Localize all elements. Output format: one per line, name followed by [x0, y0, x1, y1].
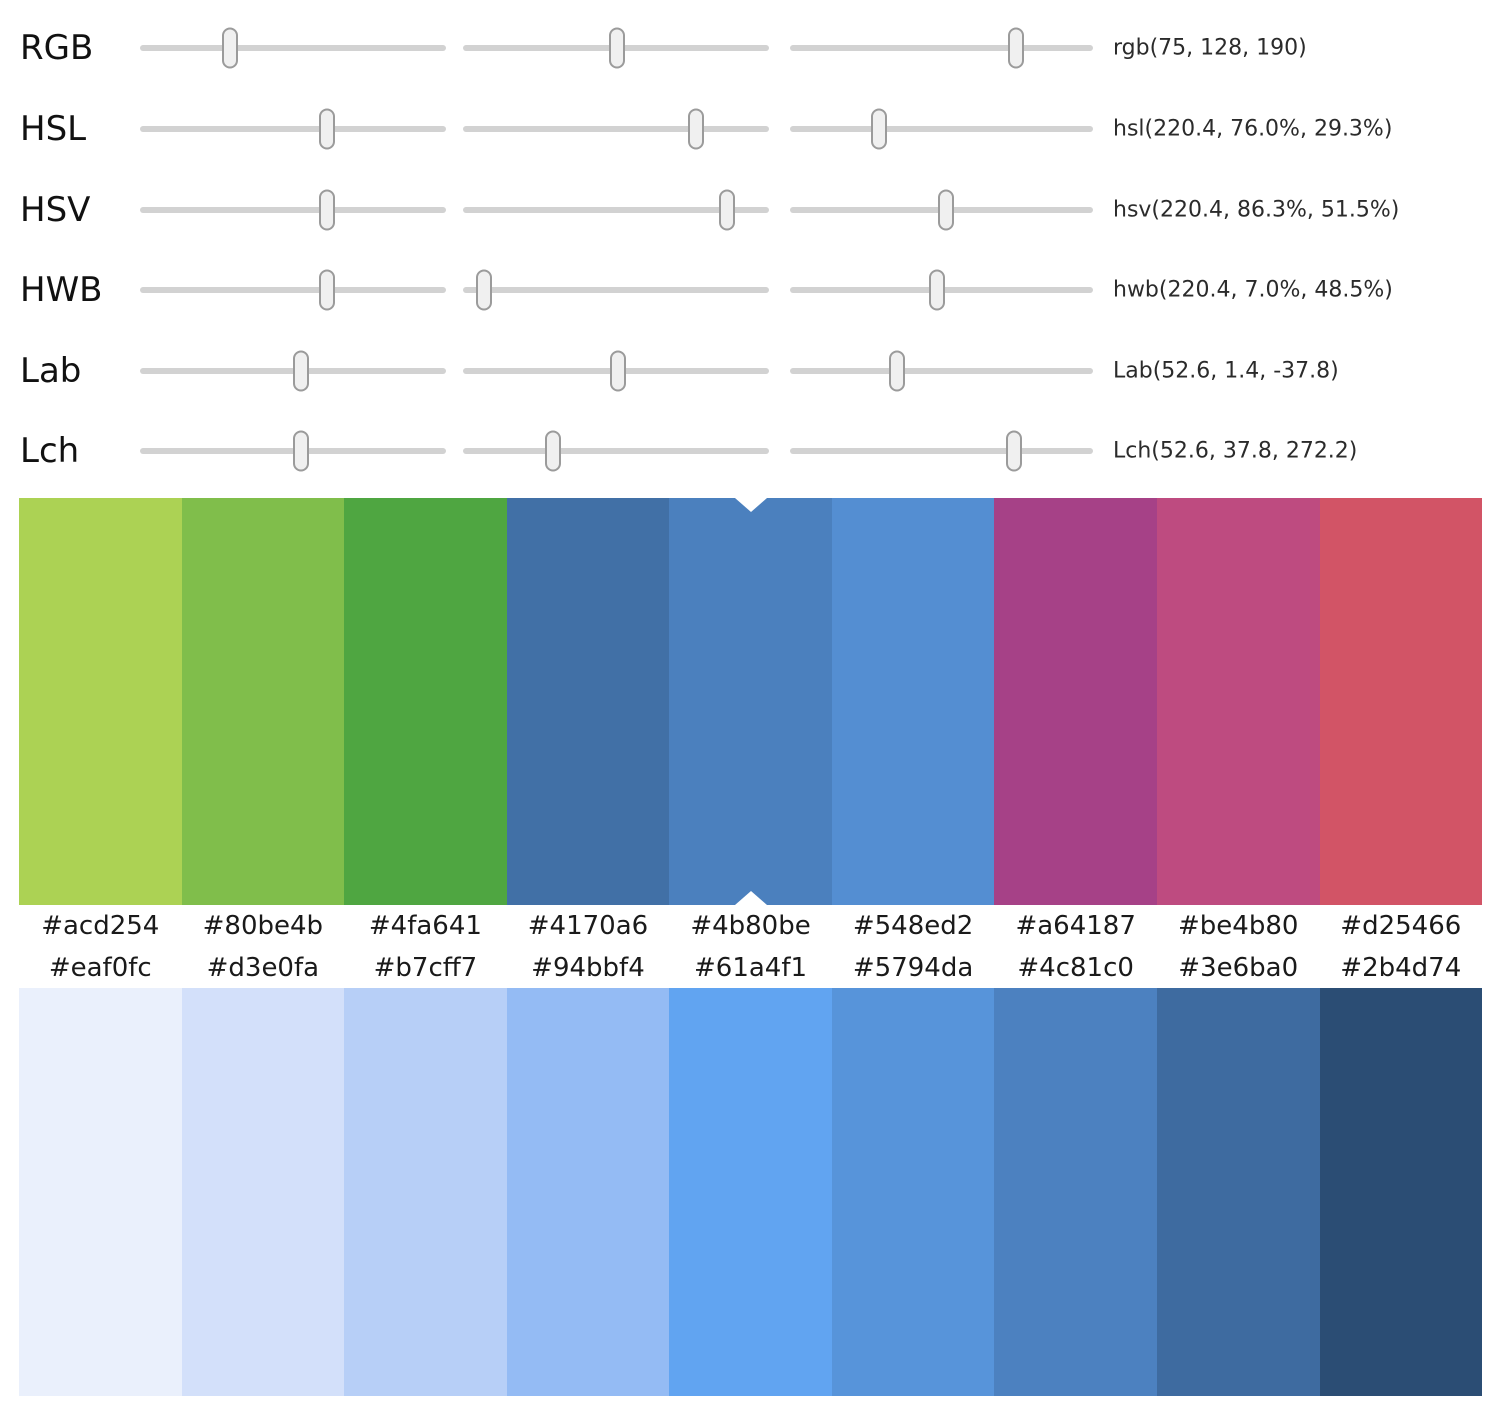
palette-swatch[interactable]	[19, 498, 182, 905]
slider-track-lab-a[interactable]	[463, 350, 769, 392]
hex-labels-tints-shades: #eaf0fc #d3e0fa #b7cff7 #94bbf4 #61a4f1 …	[19, 948, 1482, 988]
slider-track-hwb-h[interactable]	[140, 269, 446, 311]
slider-thumb-hsv-s[interactable]	[719, 189, 736, 231]
hex-label: #d3e0fa	[206, 953, 320, 983]
palette-swatch[interactable]	[506, 498, 670, 905]
hex-label: #80be4b	[202, 911, 324, 941]
palette-swatch[interactable]	[994, 498, 1157, 905]
slider-thumb-hsv-v[interactable]	[938, 189, 955, 231]
slider-track-lab-b[interactable]	[790, 350, 1093, 392]
slider-track-lch-c[interactable]	[463, 430, 769, 472]
hex-label: #94bbf4	[531, 953, 645, 983]
palette-swatch[interactable]	[1156, 498, 1320, 905]
slider-value-lch: Lch(52.6, 37.8, 272.2)	[1113, 438, 1358, 464]
palette-swatch[interactable]	[831, 498, 995, 905]
hex-label: #eaf0fc	[48, 953, 152, 983]
slider-thumb-hwb-b[interactable]	[928, 269, 945, 311]
hex-label: #d25466	[1340, 911, 1462, 941]
selected-swatch-marker-bottom-icon	[735, 891, 767, 905]
slider-thumb-lch-h[interactable]	[1006, 430, 1023, 472]
slider-thumb-hsl-l[interactable]	[870, 108, 887, 150]
palette-tints-shades	[19, 988, 1483, 1396]
hex-labels-hue-variations: #acd254 #80be4b #4fa641 #4170a6 #4b80be …	[19, 905, 1482, 948]
slider-thumb-hsl-h[interactable]	[319, 108, 336, 150]
selected-swatch-marker-top-icon	[735, 498, 767, 512]
colorspace-label-hwb: HWB	[20, 270, 103, 310]
colorspace-label-rgb: RGB	[20, 28, 94, 68]
slider-thumb-lab-l[interactable]	[292, 350, 309, 392]
hex-label: #be4b80	[1178, 911, 1299, 941]
slider-thumb-lch-c[interactable]	[545, 430, 562, 472]
slider-value-lab: Lab(52.6, 1.4, -37.8)	[1113, 358, 1339, 384]
palette-swatch[interactable]	[19, 988, 182, 1396]
colorspace-label-hsv: HSV	[20, 190, 91, 230]
colorspace-label-lch: Lch	[20, 431, 80, 471]
slider-track-lch-l[interactable]	[140, 430, 446, 472]
slider-thumb-lch-l[interactable]	[292, 430, 309, 472]
hex-label: #548ed2	[852, 911, 974, 941]
slider-track-rgb-g[interactable]	[463, 27, 769, 69]
palette-swatch[interactable]	[506, 988, 670, 1396]
slider-track-lch-h[interactable]	[790, 430, 1093, 472]
slider-track-rgb-r[interactable]	[140, 27, 446, 69]
palette-swatch[interactable]	[831, 988, 995, 1396]
palette-swatch[interactable]	[181, 498, 345, 905]
slider-value-rgb: rgb(75, 128, 190)	[1113, 35, 1307, 61]
slider-value-hsv: hsv(220.4, 86.3%, 51.5%)	[1113, 197, 1400, 223]
palette-swatch[interactable]	[1319, 988, 1483, 1396]
palette-swatch[interactable]	[344, 988, 507, 1396]
hex-label: #acd254	[41, 911, 160, 941]
palette-swatch[interactable]	[1156, 988, 1320, 1396]
slider-track-hwb-b[interactable]	[790, 269, 1093, 311]
slider-value-hwb: hwb(220.4, 7.0%, 48.5%)	[1113, 277, 1393, 303]
slider-track-hsv-s[interactable]	[463, 189, 769, 231]
palette-swatch-selected[interactable]	[669, 498, 832, 905]
slider-track-hsl-l[interactable]	[790, 108, 1093, 150]
slider-thumb-hsl-s[interactable]	[687, 108, 704, 150]
slider-track-lab-l[interactable]	[140, 350, 446, 392]
hex-label: #3e6ba0	[1178, 953, 1299, 983]
hex-label: #4c81c0	[1017, 953, 1134, 983]
hex-label: #61a4f1	[694, 953, 808, 983]
palette-hue-variations	[19, 498, 1483, 905]
hex-label: #5794da	[852, 953, 974, 983]
colorspace-label-hsl: HSL	[20, 109, 87, 149]
slider-track-hsv-h[interactable]	[140, 189, 446, 231]
palette-swatch[interactable]	[1319, 498, 1483, 905]
slider-track-hsl-h[interactable]	[140, 108, 446, 150]
slider-track-rgb-b[interactable]	[790, 27, 1093, 69]
palette-swatch[interactable]	[344, 498, 507, 905]
slider-track-hsl-s[interactable]	[463, 108, 769, 150]
palette-swatch[interactable]	[669, 988, 832, 1396]
slider-track-hwb-w[interactable]	[463, 269, 769, 311]
slider-thumb-rgb-g[interactable]	[608, 27, 625, 69]
slider-track-hsv-v[interactable]	[790, 189, 1093, 231]
hex-label: #b7cff7	[373, 953, 478, 983]
slider-thumb-hwb-w[interactable]	[476, 269, 493, 311]
hex-label: #a64187	[1015, 911, 1136, 941]
hex-label: #4b80be	[690, 911, 811, 941]
hex-label: #4fa641	[368, 911, 482, 941]
slider-thumb-lab-a[interactable]	[610, 350, 627, 392]
slider-thumb-rgb-r[interactable]	[221, 27, 238, 69]
slider-thumb-hwb-h[interactable]	[319, 269, 336, 311]
hex-label: #4170a6	[527, 911, 649, 941]
slider-thumb-hsv-h[interactable]	[319, 189, 336, 231]
slider-thumb-rgb-b[interactable]	[1007, 27, 1024, 69]
palette-swatch[interactable]	[181, 988, 345, 1396]
colorspace-label-lab: Lab	[20, 351, 82, 391]
slider-thumb-lab-b[interactable]	[889, 350, 906, 392]
palette-swatch[interactable]	[994, 988, 1157, 1396]
slider-value-hsl: hsl(220.4, 76.0%, 29.3%)	[1113, 116, 1393, 142]
hex-label: #2b4d74	[1340, 953, 1462, 983]
